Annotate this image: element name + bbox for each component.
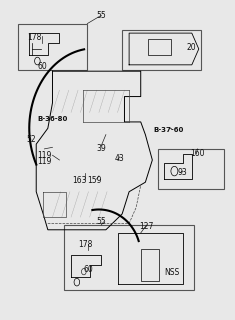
Bar: [64, 225, 194, 290]
Bar: [122, 30, 201, 69]
Bar: [141, 249, 159, 281]
Text: 55: 55: [96, 11, 106, 20]
Text: 163: 163: [72, 176, 86, 185]
Text: 119: 119: [37, 157, 51, 166]
Text: B-36-80: B-36-80: [37, 116, 68, 122]
Text: NSS: NSS: [164, 268, 180, 277]
Text: 119: 119: [37, 151, 51, 160]
Text: 159: 159: [87, 176, 102, 185]
Text: 20: 20: [187, 43, 197, 52]
Text: 93: 93: [178, 168, 187, 177]
Text: 60: 60: [84, 265, 93, 274]
Text: B-37-60: B-37-60: [153, 127, 184, 133]
Bar: [148, 39, 171, 55]
Bar: [158, 149, 224, 188]
Text: 178: 178: [78, 240, 92, 249]
Bar: [18, 24, 87, 69]
Text: 178: 178: [27, 33, 41, 42]
Text: 39: 39: [96, 144, 106, 153]
Text: 55: 55: [96, 217, 106, 226]
Text: 127: 127: [139, 222, 154, 231]
Text: 60: 60: [37, 62, 47, 71]
Text: 52: 52: [27, 135, 36, 144]
Text: 160: 160: [190, 149, 205, 158]
Text: 43: 43: [115, 154, 125, 163]
